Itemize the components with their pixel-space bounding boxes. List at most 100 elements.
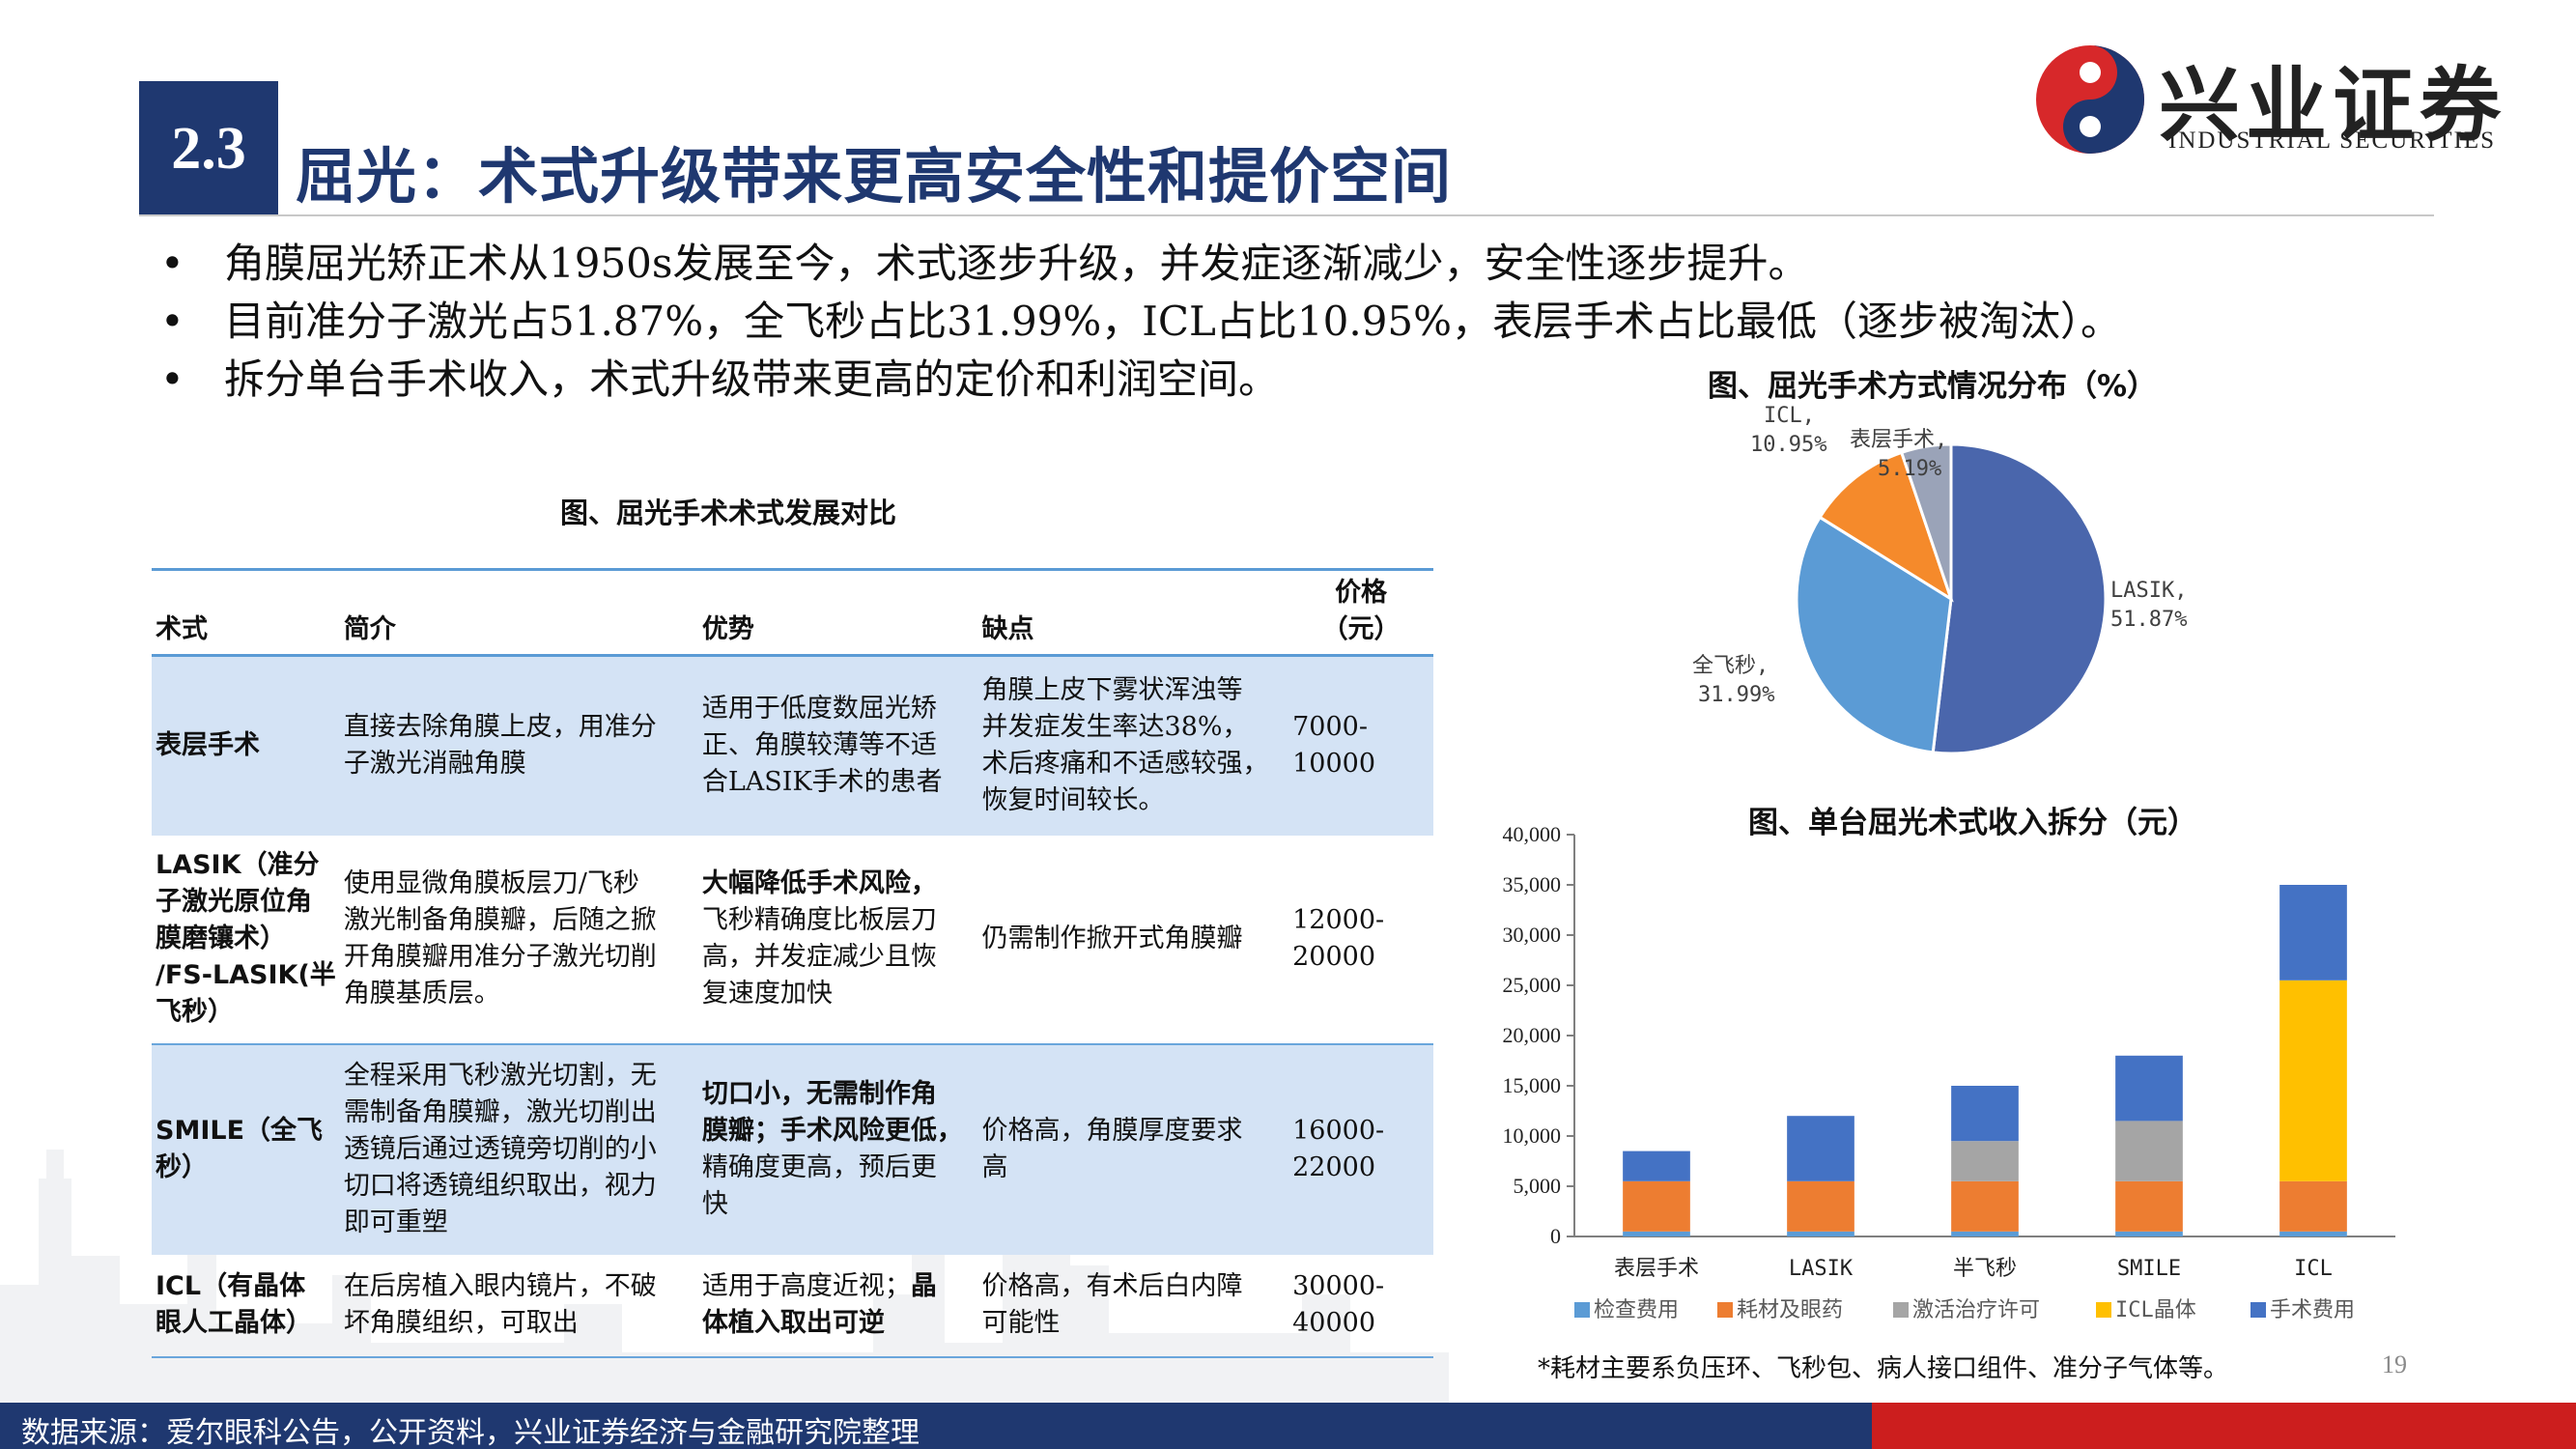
logo-mark-icon: [2036, 45, 2144, 154]
cell-line: 价格高，有术后白内障: [981, 1271, 1243, 1301]
bar-chart-title: 图、单台屈光术式收入拆分（元）: [1748, 806, 2197, 840]
cell-line: 激光制备角膜瓣，后随之掀: [343, 905, 657, 935]
footer-accent: [1872, 1403, 2576, 1449]
legend-label: 耗材及眼药: [1737, 1298, 1843, 1322]
table-row: 表层手术 直接去除角膜上皮，用准分 子激光消融角膜 适用于低度数屈光矫 正、角膜较薄…: [152, 655, 1433, 836]
footer-source: 数据来源：爱尔眼科公告，公开资料，兴业证券经济与金融研究院整理: [21, 1416, 920, 1449]
x-category-label: 半飞秒: [1953, 1257, 2017, 1281]
legend-swatch: [2250, 1302, 2266, 1318]
bullet-list: • 角膜屈光矫正术从1950s发展至今，术式逐步升级，并发症逐渐减少，安全性逐步提…: [155, 235, 2473, 409]
pie-label-value: 51.87%: [2110, 608, 2187, 632]
header-method: 术式: [152, 569, 340, 657]
y-tick-label: 15,000: [1503, 1073, 1562, 1097]
cell-method: LASIK（准分 子激光原位角 膜磨镶术） /FS-LASIK(半 飞秒）: [152, 836, 340, 1044]
cell-line: 20000: [1292, 942, 1376, 972]
bullet-text: 目前准分子激光占51.87%，全飞秒占比31.99%，ICL占比10.95%，表…: [224, 298, 2122, 345]
cell-disadvantage: 价格高，有术后白内障 可能性: [978, 1255, 1289, 1357]
bar-segment: [1951, 1141, 2019, 1181]
cell-advantage: 大幅降低手术风险， 飞秒精确度比板层刀 高，并发症减少且恢 复速度加快: [698, 836, 978, 1044]
cell-line: 在后房植入眼内镜片，不破: [343, 1271, 657, 1301]
bullet-text: 角膜屈光矫正术从1950s发展至今，术式逐步升级，并发症逐渐减少，安全性逐步提升…: [224, 240, 1809, 287]
table-title: 图、屈光手术术式发展对比: [560, 497, 897, 529]
cell-line: 透镜后通过透镜旁切削的小: [343, 1134, 657, 1164]
header-price-line: （元）: [1321, 614, 1401, 644]
company-logo: 兴业证券 INDUSTRIAL SECURITIES: [2033, 41, 2535, 156]
table-header-row: 术式 简介 优势 缺点 价格 （元）: [152, 569, 1433, 657]
cell-line: 飞秒精确度比板层刀: [701, 905, 937, 935]
bullet-marker: •: [160, 355, 184, 403]
cell-line: 高: [981, 1152, 1008, 1182]
cell-advantage: 切口小，无需制作角 膜瓣；手术风险更低， 精确度更高，预后更快: [697, 1043, 978, 1255]
page-title: 屈光：术式升级带来更高安全性和提价空间: [296, 141, 1453, 212]
cell-line-bold: 体植入取出可逆: [701, 1308, 885, 1338]
cell-price: 12000- 20000: [1288, 836, 1433, 1044]
cell-intro: 直接去除角膜上皮，用准分 子激光消融角膜: [339, 655, 698, 836]
logo-english-text: INDUSTRIAL SECURITIES: [2168, 128, 2496, 154]
title-divider: [139, 214, 2434, 216]
y-tick-label: 40,000: [1503, 822, 1562, 846]
bar-segment: [1623, 1231, 1690, 1236]
cell-disadvantage: 价格高，角膜厚度要求高: [977, 1043, 1289, 1255]
section-number: 2.3: [171, 115, 246, 182]
cell-line: 膜磨镶术）: [156, 923, 286, 953]
cell-intro: 使用显微角膜板层刀/飞秒 激光制备角膜瓣，后随之掀 开角膜瓣用准分子激光切削 角膜基质…: [340, 836, 698, 1044]
cell-line: 合LASIK手术的患者: [701, 767, 943, 798]
bar-segment: [2115, 1055, 2183, 1122]
cell-line: 眼人工晶体）: [156, 1308, 312, 1338]
legend-label: ICL晶体: [2115, 1298, 2196, 1322]
cell-line-bold: 切口小，无需制作角: [701, 1079, 937, 1109]
bar-segment: [1787, 1116, 1854, 1181]
section-number-badge: 2.3: [139, 81, 278, 216]
cell-line: 高，并发症减少且恢: [701, 942, 937, 972]
cell-text-bold: 晶: [910, 1271, 937, 1301]
cell-price: 30000- 40000: [1288, 1255, 1433, 1357]
logo-chinese-text: 兴业证券: [2159, 57, 2507, 153]
cell-line: 40000: [1292, 1308, 1376, 1338]
cell-text: 适用于高度近视；: [701, 1271, 911, 1301]
cell-line: 恢复时间较长。: [981, 785, 1165, 816]
cell-intro: 在后房植入眼内镜片，不破 坏角膜组织，可取出: [340, 1255, 698, 1357]
x-category-label: SMILE: [2117, 1257, 2181, 1281]
table-row: SMILE（全飞 秒） 全程采用飞秒激光切割，无 需制备角膜瓣，激光切削出 透镜后通过…: [152, 1043, 1433, 1255]
header-disadvantage: 缺点: [977, 569, 1289, 657]
y-tick-label: 30,000: [1503, 923, 1562, 947]
y-tick-label: 10,000: [1503, 1123, 1562, 1148]
cell-line-bold: 大幅降低手术风险，: [701, 868, 937, 898]
pie-slice: [1818, 450, 1954, 603]
bullet-item: • 目前准分子激光占51.87%，全飞秒占比31.99%，ICL占比10.95%，…: [155, 293, 2473, 351]
cell-line: 精确度更高，预后更: [701, 1152, 937, 1182]
cell-line: 快: [701, 1189, 728, 1219]
cell-line: 16000-: [1292, 1116, 1385, 1146]
pie-slice: [1899, 442, 1953, 600]
pie-label-name: LASIK,: [2110, 579, 2187, 603]
cell-line: /FS-LASIK(半: [156, 960, 336, 990]
y-tick-label: 35,000: [1503, 872, 1562, 896]
bullet-text: 拆分单台手术收入，术式升级带来更高的定价和利润空间。: [224, 355, 1280, 403]
cell-advantage: 适用于低度数屈光矫 正、角膜较薄等不适 合LASIK手术的患者: [697, 655, 978, 836]
cell-line: 30000-: [1292, 1271, 1385, 1301]
pie-slice: [1931, 442, 2108, 755]
bar-segment: [1787, 1231, 1854, 1236]
pie-label-value: 31.99%: [1698, 683, 1774, 707]
cell-line: 仍需制作掀开式角膜瓣: [981, 923, 1243, 953]
legend-swatch: [1574, 1302, 1590, 1318]
cell-line: 术后疼痛和不适感较强，: [981, 749, 1269, 780]
pie-label-name: 全飞秒,: [1692, 654, 1769, 678]
cell-line: 直接去除角膜上皮，用准分: [343, 712, 657, 743]
pie-chart-title: 图、屈光手术方式情况分布（%）: [1708, 369, 2158, 404]
cell-method: ICL（有晶体 眼人工晶体）: [152, 1255, 340, 1357]
legend-swatch: [1893, 1302, 1909, 1318]
cell-line: 22000: [1292, 1152, 1376, 1182]
cell-method: 表层手术: [152, 655, 340, 836]
page-number: 19: [2382, 1350, 2407, 1378]
legend-label: 检查费用: [1594, 1298, 1679, 1322]
stacked-bar-chart: 0 5,000 10,000 15,000 20,000 25,000 30,000 35,0…: [1503, 822, 2395, 1322]
cell-line: 即可重塑: [343, 1208, 448, 1237]
cell-line: 飞秒）: [156, 997, 234, 1027]
bar-segment: [2115, 1231, 2183, 1236]
bar-segment: [1787, 1180, 1854, 1232]
cell-intro: 全程采用飞秒激光切割，无 需制备角膜瓣，激光切削出 透镜后通过透镜旁切削的小 切口将透…: [339, 1043, 698, 1255]
bullet-item: • 角膜屈光矫正术从1950s发展至今，术式逐步升级，并发症逐渐减少，安全性逐步提…: [155, 235, 2473, 293]
cell-disadvantage: 角膜上皮下雾状浑浊等 并发症发生率达38%， 术后疼痛和不适感较强， 恢复时间较长。: [977, 655, 1289, 836]
cell-line: 并发症发生率达38%，: [981, 712, 1249, 743]
